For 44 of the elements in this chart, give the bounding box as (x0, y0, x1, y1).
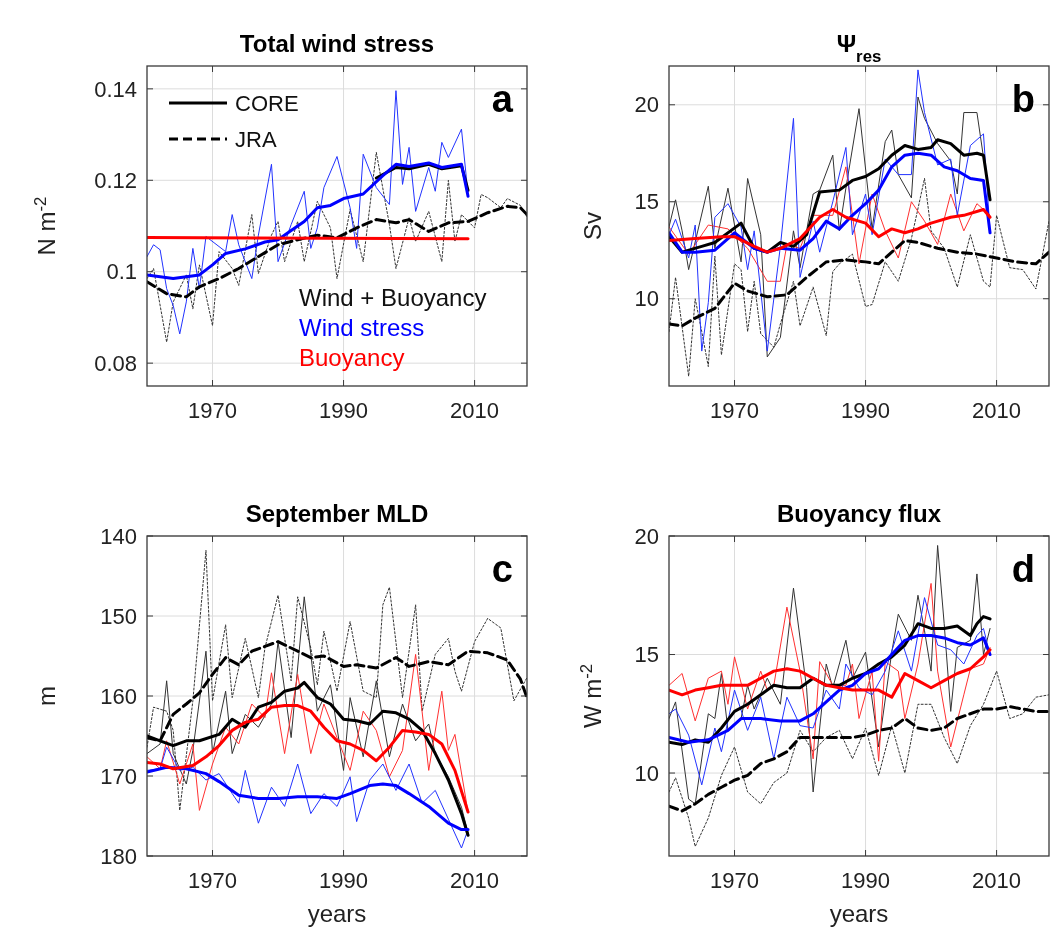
x-tick-label: 1990 (319, 398, 369, 423)
annotation: Wind + Buoyancy (299, 284, 487, 311)
y-tick-label: 10 (634, 286, 659, 312)
x-axis-title: years (307, 900, 367, 927)
y-tick-label: 15 (634, 642, 659, 668)
annotation: d (1011, 548, 1035, 590)
annotation: c (491, 548, 513, 590)
chart-title: Buoyancy flux (776, 500, 942, 527)
y-tick-label: 160 (100, 683, 137, 709)
y-tick-label: 180 (100, 843, 137, 869)
y-tick-label: 15 (634, 189, 659, 215)
legend-label: JRA (235, 126, 277, 152)
x-tick-label: 1990 (841, 868, 891, 893)
chart-title: Ψ$_{res}$ (836, 30, 882, 66)
y-tick-label: 0.08 (94, 350, 137, 376)
x-tick-label: 1970 (188, 868, 237, 893)
chart-title: September MLD (245, 500, 429, 527)
x-axis-title: years (829, 900, 889, 927)
y-tick-label: 10 (634, 760, 659, 786)
x-tick-label: 2010 (972, 398, 1022, 423)
legend-label: CORE (235, 90, 299, 116)
x-tick-label: 2010 (972, 868, 1022, 893)
x-tick-label: 2010 (450, 868, 500, 893)
y-tick-label: 140 (100, 523, 137, 549)
annotation: a (491, 78, 514, 120)
y-axis-title: m (33, 686, 60, 706)
x-tick-label: 1990 (841, 398, 891, 423)
y-tick-label: 170 (100, 763, 137, 789)
y-tick-label: 20 (634, 92, 659, 118)
x-tick-label: 1970 (710, 398, 759, 423)
x-tick-label: 2010 (450, 398, 500, 423)
text: Buoyancy (299, 344, 405, 371)
x-tick-label: 1970 (710, 868, 759, 893)
y-tick-label: 20 (634, 523, 659, 549)
chart-title: Total wind stress (239, 30, 435, 57)
text: Wind stress (299, 314, 425, 341)
annotation: b (1011, 78, 1035, 120)
y-tick-label: 0.12 (94, 167, 137, 193)
y-tick-label: 0.14 (94, 76, 137, 102)
y-axis-title: Sv (579, 211, 606, 241)
y-tick-label: 150 (100, 603, 137, 629)
y-tick-label: 0.1 (106, 259, 137, 285)
x-tick-label: 1990 (319, 868, 369, 893)
x-tick-label: 1970 (188, 398, 237, 423)
